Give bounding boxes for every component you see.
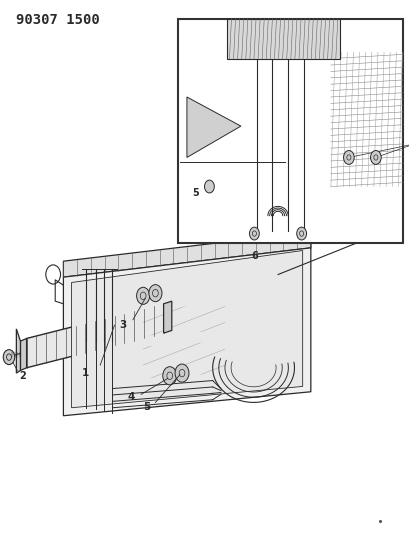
Polygon shape [164,301,172,333]
Text: 6: 6 [251,251,258,261]
Polygon shape [143,341,225,378]
Polygon shape [187,97,241,157]
Circle shape [175,364,189,382]
Text: 90307 1500: 90307 1500 [16,13,100,27]
Polygon shape [63,232,311,277]
Polygon shape [27,304,164,368]
Circle shape [137,287,150,304]
Text: 5: 5 [144,402,151,411]
Circle shape [163,367,177,385]
Text: 5: 5 [193,188,199,198]
Polygon shape [72,251,303,408]
Circle shape [204,180,214,193]
Text: 1: 1 [82,368,90,378]
Circle shape [344,150,354,164]
Circle shape [371,150,381,164]
Polygon shape [63,248,311,416]
Bar [178,19,403,243]
Circle shape [297,227,307,240]
Text: 3: 3 [119,320,126,330]
Circle shape [149,285,162,302]
Text: 2: 2 [19,371,26,381]
Text: 4: 4 [127,392,135,402]
Polygon shape [20,338,27,370]
Bar [227,19,340,59]
Polygon shape [143,304,225,336]
Polygon shape [16,329,20,373]
Circle shape [3,350,15,365]
Circle shape [249,227,259,240]
